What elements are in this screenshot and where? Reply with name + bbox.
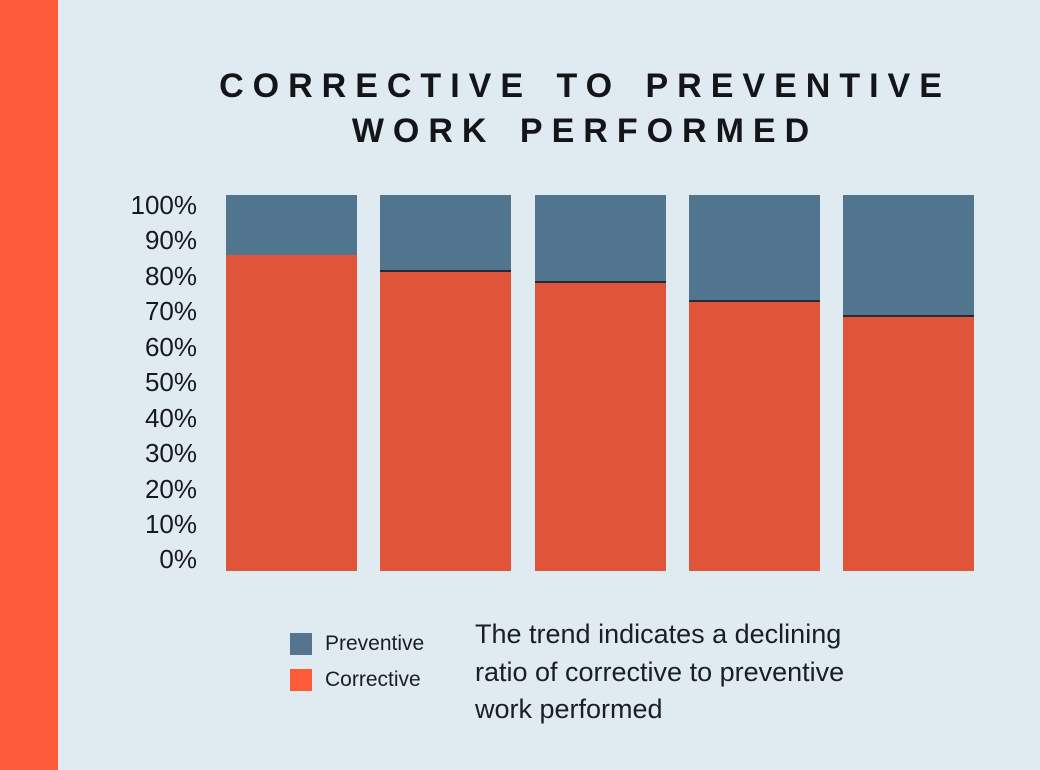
segment-corrective [226, 255, 357, 571]
stacked-bar [843, 195, 974, 571]
legend-item-preventive: Preventive [290, 632, 424, 656]
stacked-bar [688, 195, 820, 571]
y-tick-label: 80% [144, 260, 197, 291]
y-tick-label: 0% [159, 544, 197, 575]
y-tick-label: 50% [144, 367, 197, 398]
caption-text: The trend indicates a declining ratio of … [475, 616, 844, 729]
caption-line: ratio of corrective to preventive [475, 656, 845, 687]
legend-label: Corrective [325, 668, 421, 691]
y-tick-label: 10% [144, 508, 197, 539]
segment-preventive [688, 195, 820, 301]
y-tick-label: 70% [144, 296, 197, 327]
legend-label: Preventive [325, 632, 425, 655]
y-tick-label: 30% [144, 438, 197, 469]
chart-title-line: CORRECTIVE TO PREVENTIVE [219, 67, 951, 105]
segment-preventive [534, 195, 666, 282]
caption-line: work performed [475, 694, 663, 724]
stacked-bar [226, 195, 357, 571]
legend-swatch-corrective [290, 669, 312, 691]
y-tick-label: 40% [144, 402, 197, 433]
caption-line: The trend indicates a declining [475, 619, 842, 649]
chart-title: CORRECTIVE TO PREVENTIVE WORK PERFORMED [130, 64, 1040, 154]
chart-legend: Preventive Corrective [290, 632, 424, 692]
stacked-bar [380, 195, 512, 571]
segment-corrective [688, 300, 820, 571]
segment-corrective [534, 281, 666, 571]
y-tick-label: 90% [144, 225, 197, 256]
stacked-bar-plot [226, 195, 974, 571]
y-tick-label: 60% [144, 331, 197, 362]
y-tick-label: 20% [144, 473, 197, 504]
segment-corrective [380, 270, 512, 571]
accent-stripe [0, 0, 58, 770]
stacked-bar [534, 195, 666, 571]
segment-preventive [380, 195, 512, 271]
y-axis: 100% 90% 80% 70% 60% 50% 40% 30% 20% 10% 0% [60, 188, 198, 578]
segment-corrective [843, 315, 974, 571]
segment-preventive [226, 195, 357, 256]
legend-swatch-preventive [290, 633, 312, 655]
segment-preventive [843, 195, 974, 316]
y-tick-label: 100% [130, 190, 198, 220]
legend-item-corrective: Corrective [290, 668, 424, 692]
chart-title-line: WORK PERFORMED [351, 112, 819, 150]
